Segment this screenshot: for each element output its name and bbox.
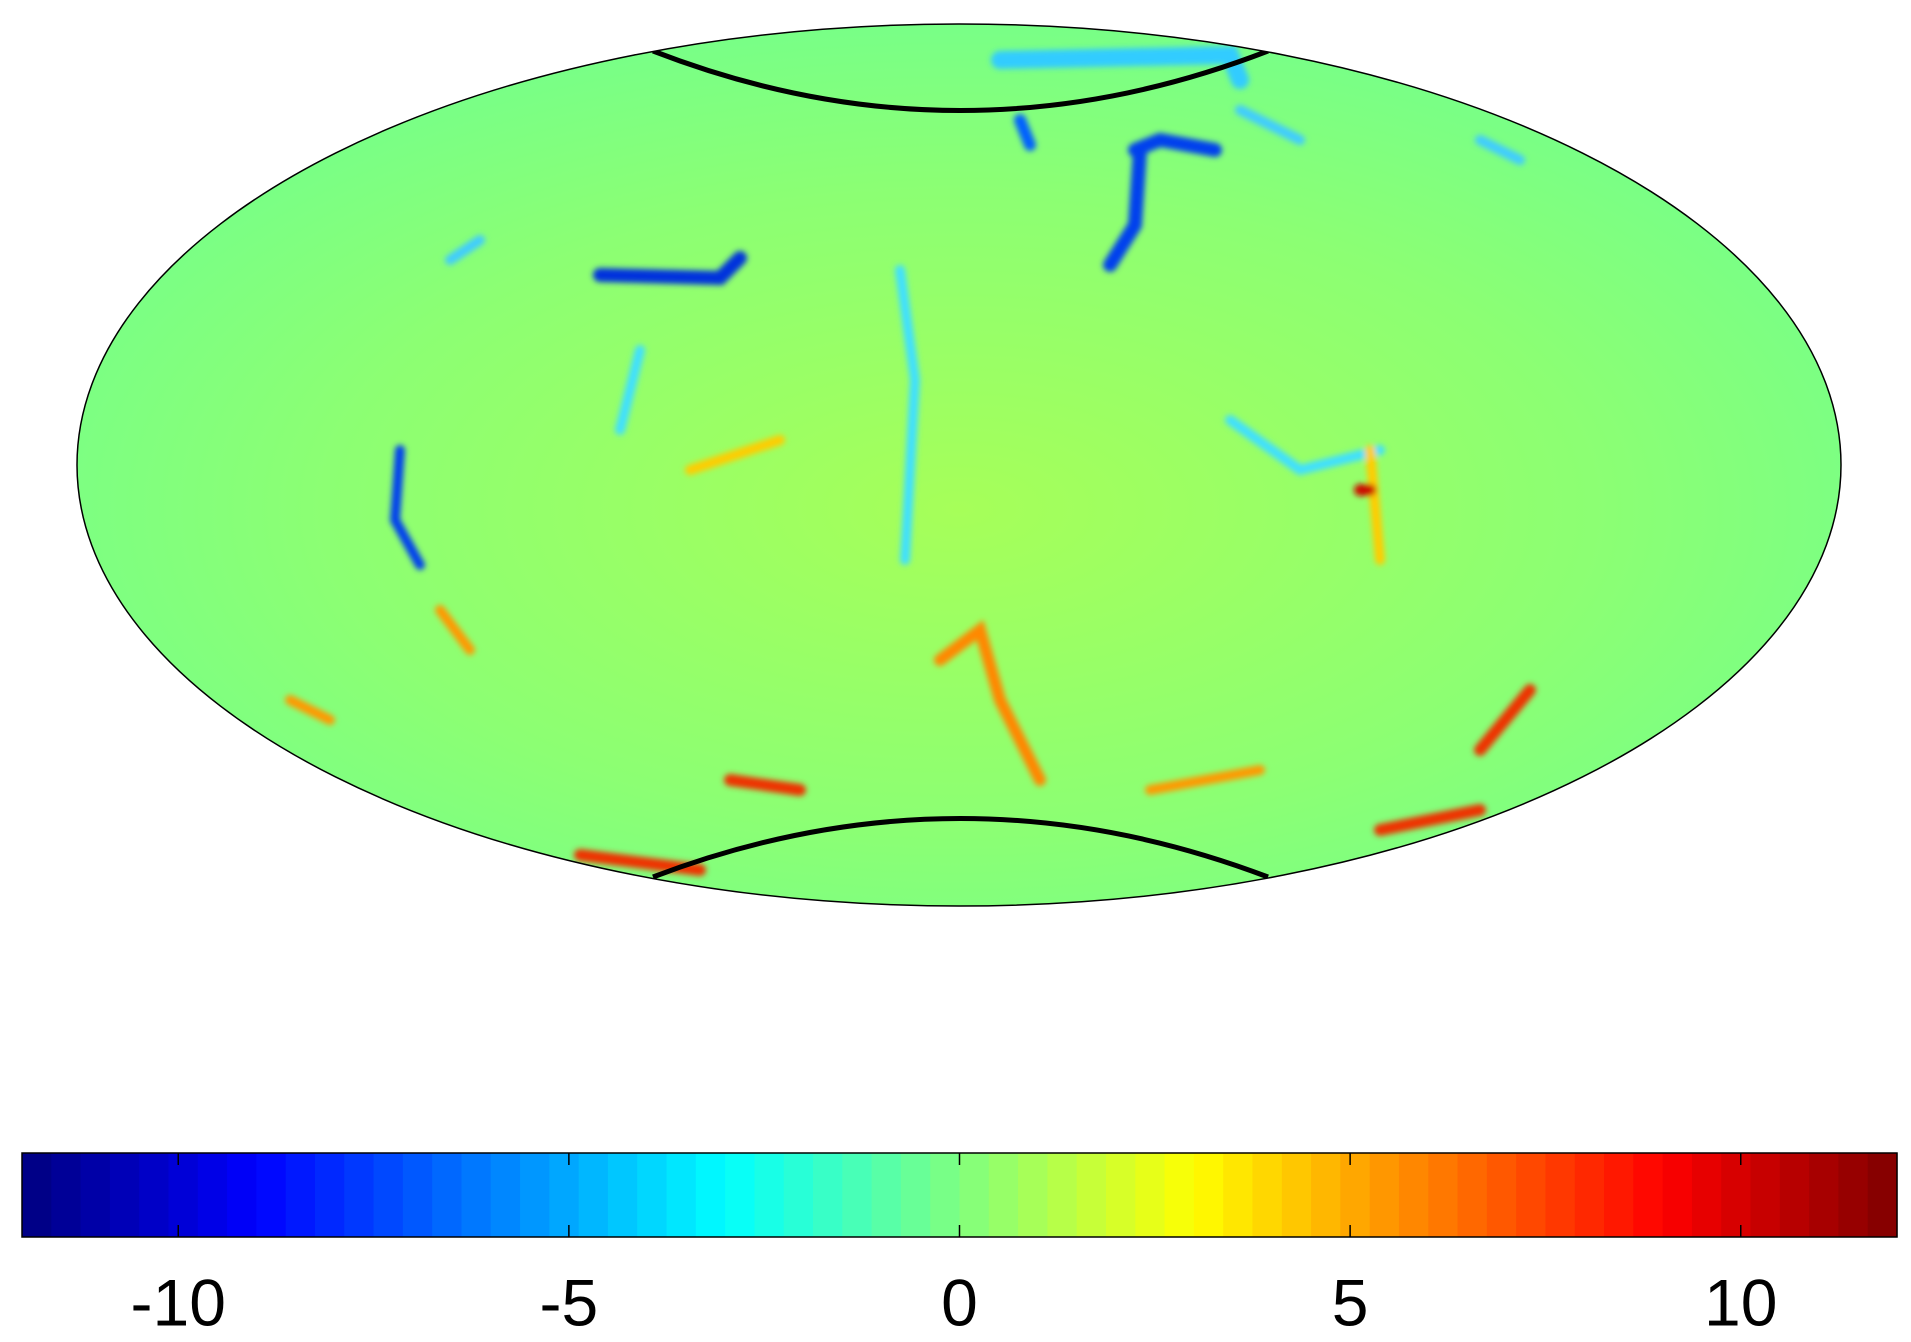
colorbar-swatch (1574, 1153, 1605, 1237)
tick-label: -10 (131, 1265, 226, 1339)
colorbar-swatch (139, 1153, 170, 1237)
colorbar-swatch (1691, 1153, 1722, 1237)
colorbar-swatch (900, 1153, 931, 1237)
colorbar-swatch (695, 1153, 726, 1237)
colorbar-swatch (725, 1153, 756, 1237)
colorbar-swatch (1311, 1153, 1341, 1237)
colorbar-swatch (813, 1153, 843, 1237)
colorbar-swatch (520, 1153, 550, 1237)
colorbar-swatch (930, 1153, 961, 1237)
colorbar-swatch (490, 1153, 521, 1237)
colorbar-swatch (783, 1153, 814, 1237)
colorbar-swatch (1721, 1153, 1752, 1237)
colorbar-swatch (197, 1153, 228, 1237)
colorbar-swatch (1838, 1153, 1869, 1237)
colorbar-swatch (1340, 1153, 1371, 1237)
colorbar-swatch (227, 1153, 257, 1237)
colorbar-frame (21, 1152, 1898, 1238)
colorbar-swatch (871, 1153, 902, 1237)
colorbar: -10 -5 0 5 10 (22, 1153, 1898, 1339)
colorbar-swatch (1750, 1153, 1781, 1237)
colorbar-swatch (1809, 1153, 1840, 1237)
colorbar-swatch (988, 1153, 1019, 1237)
colorbar-swatch (1428, 1153, 1459, 1237)
colorbar-swatch (51, 1153, 82, 1237)
colorbar-swatch (1047, 1153, 1078, 1237)
map (77, 24, 1841, 906)
colorbar-swatch (607, 1153, 638, 1237)
map-outline (76, 23, 1842, 907)
colorbar-swatch (578, 1153, 609, 1237)
colorbar-swatch (1604, 1153, 1634, 1237)
colorbar-swatch (1457, 1153, 1488, 1237)
colorbar-swatch (285, 1153, 316, 1237)
colorbar-swatch (1105, 1153, 1136, 1237)
tick-label: 0 (941, 1265, 978, 1339)
colorbar-swatch (842, 1153, 873, 1237)
colorbar-swatch (344, 1153, 375, 1237)
colorbar-swatch (80, 1153, 111, 1237)
colorbar-swatch (314, 1153, 345, 1237)
colorbar-swatch (1164, 1153, 1195, 1237)
colorbar-swatch (461, 1153, 492, 1237)
tick-label: 5 (1332, 1265, 1369, 1339)
colorbar-swatch (1223, 1153, 1254, 1237)
colorbar-swatch (959, 1153, 990, 1237)
colorbar-swatch (1662, 1153, 1693, 1237)
colorbar-swatch (1193, 1153, 1224, 1237)
colorbar-swatch (432, 1153, 463, 1237)
colorbar-swatch (22, 1153, 52, 1237)
colorbar-swatch (1369, 1153, 1400, 1237)
colorbar-swatch (373, 1153, 404, 1237)
colorbar-swatch (1545, 1153, 1576, 1237)
colorbar-swatch (549, 1153, 580, 1237)
colorbar-swatch (1779, 1153, 1810, 1237)
colorbar-swatch (1516, 1153, 1547, 1237)
map-background (77, 24, 1841, 906)
colorbar-swatch (1398, 1153, 1429, 1237)
map-features (285, 45, 1536, 876)
colorbar-swatch (1018, 1153, 1048, 1237)
colorbar-swatch (1281, 1153, 1312, 1237)
colorbar-swatch (1135, 1153, 1166, 1237)
colorbar-swatch (402, 1153, 433, 1237)
colorbar-swatch (637, 1153, 668, 1237)
tick-label: -5 (540, 1265, 599, 1339)
colorbar-swatch (168, 1153, 199, 1237)
colorbar-swatch (1633, 1153, 1664, 1237)
colorbar-swatch (1076, 1153, 1107, 1237)
tick-label: 10 (1704, 1265, 1777, 1339)
colorbar-swatch (1486, 1153, 1517, 1237)
colorbar-swatch (109, 1153, 140, 1237)
colorbar-swatch (1252, 1153, 1283, 1237)
colorbar-swatch (666, 1153, 697, 1237)
colorbar-swatch (754, 1153, 785, 1237)
colorbar-swatch (1867, 1153, 1898, 1237)
polar-circle-south (652, 816, 1269, 880)
colorbar-swatch (256, 1153, 287, 1237)
polar-circle-north (652, 48, 1269, 113)
